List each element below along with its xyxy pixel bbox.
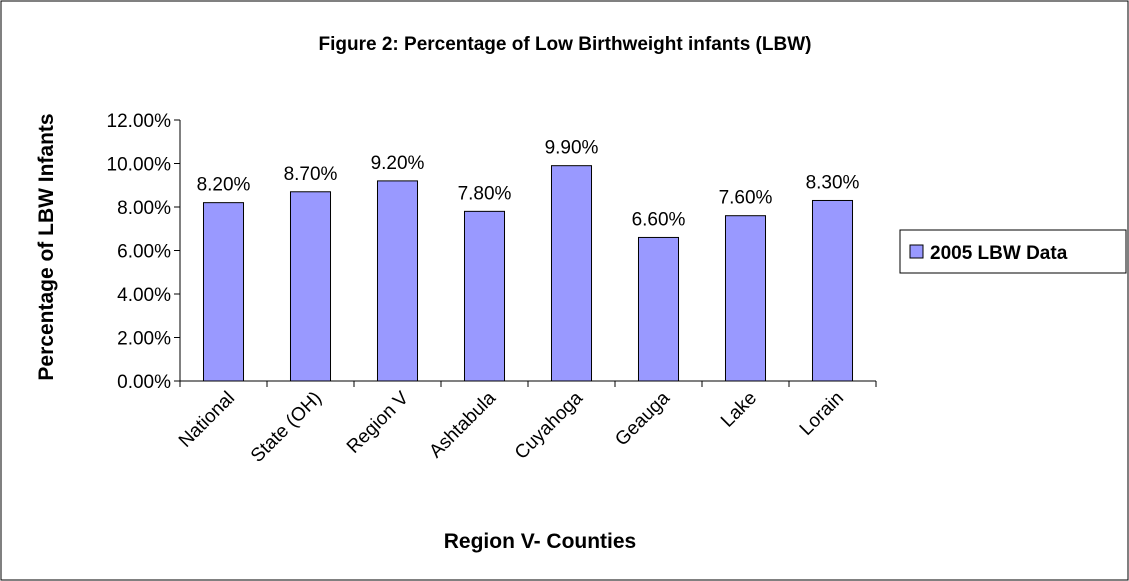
y-axis-label: Percentage of LBW Infants bbox=[35, 113, 58, 380]
data-label: 9.20% bbox=[371, 153, 425, 174]
bar bbox=[550, 165, 593, 382]
legend-label: 2005 LBW Data bbox=[930, 243, 1068, 264]
data-label: 8.30% bbox=[806, 172, 860, 193]
y-tick-label: 0.00% bbox=[117, 372, 171, 393]
y-tick-label: 2.00% bbox=[117, 329, 171, 350]
bar bbox=[202, 202, 245, 382]
y-tick-label: 12.00% bbox=[107, 111, 172, 132]
y-tick-label: 8.00% bbox=[117, 198, 171, 219]
data-label: 8.20% bbox=[197, 175, 251, 196]
bar bbox=[463, 210, 506, 382]
bar bbox=[376, 180, 419, 382]
data-label: 7.60% bbox=[719, 188, 773, 209]
bar bbox=[637, 236, 680, 382]
y-tick-label: 4.00% bbox=[117, 285, 171, 306]
legend-swatch bbox=[909, 244, 924, 259]
bar bbox=[811, 199, 854, 382]
data-label: 8.70% bbox=[284, 164, 338, 185]
chart-title: Figure 2: Percentage of Low Birthweight … bbox=[319, 34, 812, 55]
data-label: 6.60% bbox=[632, 209, 686, 230]
data-label: 9.90% bbox=[545, 138, 599, 159]
y-tick-label: 6.00% bbox=[117, 242, 171, 263]
x-axis-label: Region V- Counties bbox=[444, 530, 637, 553]
y-tick-label: 10.00% bbox=[107, 155, 172, 176]
legend-box bbox=[899, 229, 1127, 274]
bar bbox=[289, 191, 332, 382]
bar bbox=[724, 215, 767, 382]
data-label: 7.80% bbox=[458, 183, 512, 204]
